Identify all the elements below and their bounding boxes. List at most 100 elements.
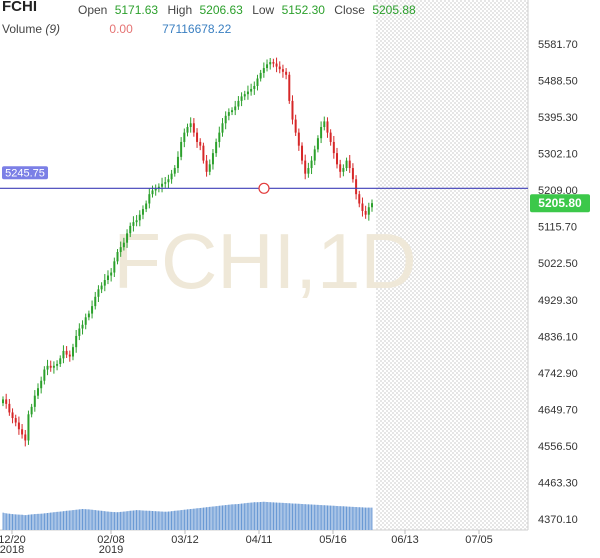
volume-readout: Volume (9) 0.00 77116678.22	[2, 22, 231, 36]
last-price-tag	[530, 194, 590, 213]
candle-body	[122, 242, 125, 248]
x-tick-label: 06/13	[391, 534, 419, 546]
candle-body	[2, 399, 4, 404]
candle-body	[81, 324, 84, 329]
close-value: 5205.88	[372, 3, 416, 17]
candle-body	[205, 160, 208, 172]
candle-body	[281, 69, 284, 72]
candle-body	[326, 121, 329, 133]
ohlc-readout: Open 5171.63 High 5206.63 Low 5152.30 Cl…	[78, 3, 416, 17]
y-tick-label: 5115.70	[538, 222, 577, 234]
candle-body	[91, 306, 94, 314]
candle-body	[103, 280, 106, 286]
candle-body	[97, 289, 100, 297]
candle-body	[21, 429, 24, 435]
candle-body	[36, 388, 39, 396]
candle-body	[224, 115, 227, 124]
candle-body	[5, 399, 8, 404]
x-tick-sublabel: 2018	[0, 544, 24, 556]
candle-body	[345, 160, 348, 169]
candle-body	[297, 132, 300, 146]
y-tick-label: 5209.00	[538, 185, 578, 197]
candle-body	[358, 194, 361, 204]
candle-body	[46, 365, 49, 370]
candle-body	[272, 62, 275, 64]
candle-body	[339, 164, 342, 172]
candle-body	[68, 354, 71, 357]
low-label: Low	[252, 3, 275, 17]
candle-body	[364, 210, 367, 215]
candle-body	[218, 132, 221, 142]
candle-body	[336, 153, 339, 165]
candle-body	[278, 66, 281, 70]
candle-body	[329, 132, 332, 142]
candle-body	[196, 132, 199, 142]
future-region	[376, 0, 528, 530]
candle-body	[316, 138, 319, 150]
candle-body	[43, 369, 46, 381]
candle-body	[323, 121, 326, 128]
y-tick-label: 5302.10	[538, 149, 578, 161]
candle-body	[14, 418, 17, 423]
y-tick-label: 5022.50	[538, 258, 578, 270]
candle-body	[256, 78, 259, 86]
candle-body	[348, 160, 351, 169]
x-tick-label: 02/08	[97, 534, 125, 546]
candle-body	[288, 74, 291, 101]
candle-body	[132, 222, 135, 226]
y-tick-label: 4556.50	[538, 441, 578, 453]
candle-body	[186, 127, 189, 133]
candle-body	[94, 296, 97, 307]
candle-body	[227, 112, 230, 116]
candle-body	[126, 233, 129, 243]
candle-body	[269, 62, 272, 65]
candle-body	[189, 123, 192, 128]
symbol-title: FCHI	[2, 0, 37, 15]
horizontal-line-tag	[2, 166, 48, 180]
open-value: 5171.63	[114, 3, 159, 17]
candle-body	[84, 317, 87, 325]
candle-body	[237, 100, 240, 107]
candle-body	[266, 64, 269, 69]
y-tick-label: 4649.70	[538, 404, 578, 416]
candle-body	[110, 272, 113, 276]
candle-body	[154, 188, 157, 191]
candle-body	[294, 119, 297, 133]
volume-change: 0.00	[109, 22, 133, 36]
candle-body	[250, 88, 253, 92]
candle-body	[151, 190, 154, 195]
candle-body	[301, 145, 304, 161]
y-tick-label: 5581.70	[538, 39, 578, 51]
candle-body	[11, 412, 14, 419]
candle-body	[221, 123, 224, 133]
candle-body	[231, 110, 234, 113]
candle-body	[259, 72, 262, 79]
y-tick-label: 4370.10	[538, 514, 578, 526]
candle-body	[116, 252, 119, 262]
watermark-text: FCHI,1D	[113, 217, 416, 305]
y-tick-label: 4742.90	[538, 368, 578, 380]
high-value: 5206.63	[199, 3, 243, 17]
y-tick-label: 4836.10	[538, 331, 578, 343]
candle-body	[215, 141, 218, 154]
candle-body	[138, 214, 141, 221]
x-tick-sublabel: 2019	[99, 544, 123, 556]
volume-param: (9)	[45, 22, 61, 36]
candle-body	[100, 285, 103, 290]
candle-body	[192, 123, 195, 133]
candle-body	[17, 422, 20, 430]
candle-body	[320, 127, 323, 139]
y-tick-label: 4929.30	[538, 295, 578, 307]
candle-body	[56, 363, 59, 366]
y-tick-label: 4463.30	[538, 477, 578, 489]
candle-body	[59, 358, 62, 364]
candle-body	[310, 160, 313, 169]
candle-body	[199, 141, 202, 146]
candle-body	[119, 247, 122, 253]
x-tick-label: 05/16	[319, 534, 347, 546]
x-tick-label: 04/11	[246, 534, 273, 546]
candle-body	[176, 156, 179, 169]
volume-value: 77116678.22	[162, 22, 232, 36]
candle-body	[208, 164, 211, 172]
candle-body	[65, 350, 68, 355]
